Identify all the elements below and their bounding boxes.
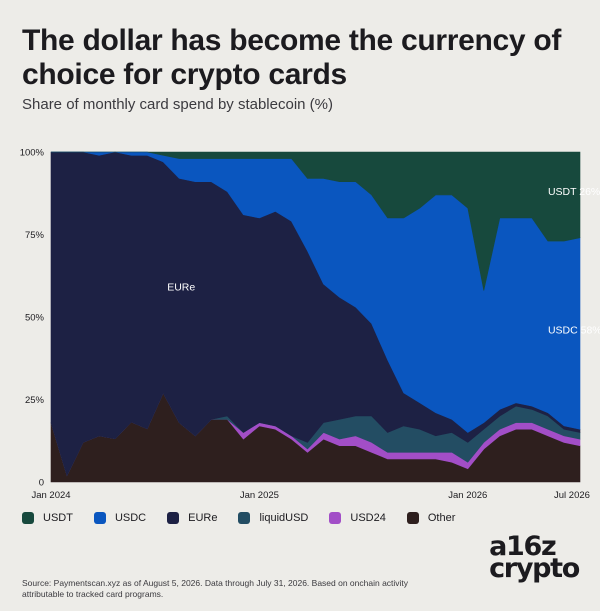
legend-swatch xyxy=(238,512,251,524)
legend-item-eure: EURe xyxy=(167,512,217,524)
legend-item-usdt: USDT xyxy=(22,512,73,524)
y-tick-label: 100% xyxy=(20,148,45,159)
logo-line-1: a16z xyxy=(489,531,557,562)
legend-swatch xyxy=(167,512,180,524)
x-tick-label: Jan 2026 xyxy=(448,490,487,501)
legend-swatch xyxy=(406,512,419,524)
legend-label: Other xyxy=(427,512,456,524)
chart-subtitle: Share of monthly card spend by stablecoi… xyxy=(22,96,333,113)
x-tick-label: Jan 2024 xyxy=(31,490,70,501)
annotation-label: USDT 26% xyxy=(548,186,600,198)
chart-legend: USDT USDC EURe liquidUSD USD24 Other xyxy=(22,512,476,524)
legend-swatch xyxy=(22,512,34,524)
source-note: Source: Paymentscan.xyz as of August 5, … xyxy=(22,578,409,599)
legend-label: liquidUSD xyxy=(259,512,309,524)
x-tick-label: Jan 2025 xyxy=(240,490,279,501)
legend-item-liquidusd: liquidUSD xyxy=(238,512,308,524)
legend-item-usdc: USDC xyxy=(93,512,147,524)
annotation-label: USDC 58% xyxy=(548,325,600,337)
legend-label: USDT xyxy=(43,512,73,524)
area-series-usdt xyxy=(51,151,581,291)
legend-swatch xyxy=(93,512,106,524)
legend-item-other: Other xyxy=(406,512,456,524)
y-tick-label: 0 xyxy=(39,478,44,489)
stacked-area-chart: 0 25% 50% 75% 100% Jan 2024 Jan 2025 Jan 2026 Ju… xyxy=(20,148,600,502)
y-tick-label: 50% xyxy=(25,313,45,324)
a16z-crypto-logo: a16z crypto xyxy=(489,531,580,584)
chart-title: The dollar has become the currency of ch… xyxy=(22,24,562,91)
legend-swatch xyxy=(329,512,342,524)
x-tick-label: Jul 2026 xyxy=(554,490,590,501)
y-tick-label: 75% xyxy=(25,230,45,241)
y-tick-label: 25% xyxy=(25,395,45,406)
legend-label: USDC xyxy=(114,512,147,524)
annotation-label: EURe xyxy=(167,282,195,294)
logo-line-2: crypto xyxy=(489,553,580,584)
legend-label: USD24 xyxy=(350,512,386,524)
legend-item-usd24: USD24 xyxy=(329,512,386,524)
legend-label: EURe xyxy=(188,512,218,524)
